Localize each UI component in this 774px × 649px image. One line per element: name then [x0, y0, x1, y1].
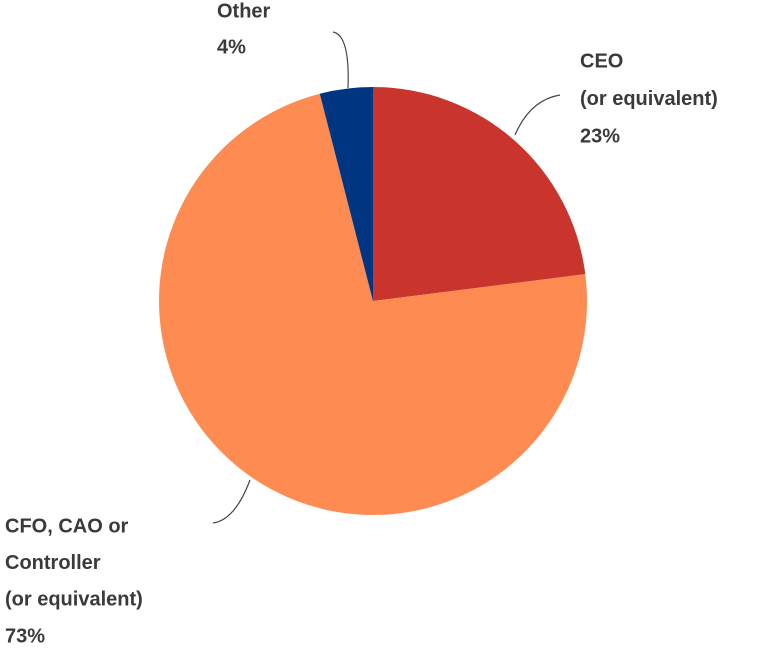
- leader-line: [514, 94, 561, 136]
- pie-slice: [319, 87, 373, 301]
- slice-value-label: 4%: [217, 36, 246, 58]
- slice-value-label: 73%: [5, 625, 45, 647]
- slice-value-label: 23%: [580, 125, 620, 147]
- slice-label: CEO: [580, 50, 623, 72]
- slice-label: (or equivalent): [5, 589, 143, 611]
- slice-label: Controller: [5, 552, 101, 574]
- pie-slice: [373, 87, 586, 301]
- slice-label: (or equivalent): [580, 88, 718, 110]
- leader-line: [332, 31, 349, 89]
- slice-label: CFO, CAO or: [5, 515, 129, 537]
- pie-slice: [158, 93, 588, 515]
- leader-line: [212, 479, 251, 524]
- slice-label: Other: [217, 0, 271, 22]
